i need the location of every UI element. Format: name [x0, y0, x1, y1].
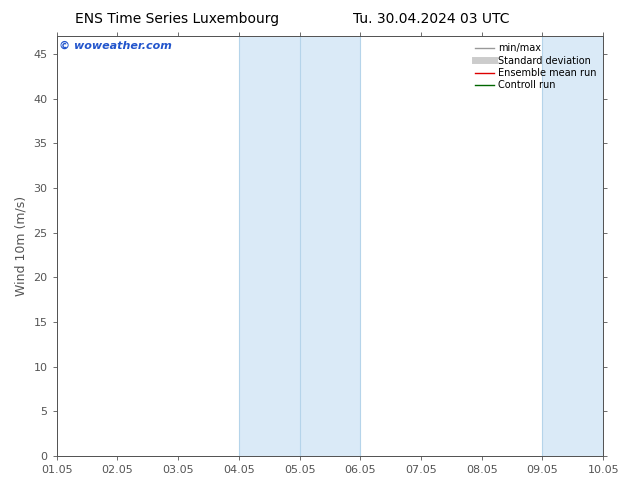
- Bar: [543, 36, 633, 456]
- Bar: [239, 36, 360, 456]
- Text: ENS Time Series Luxembourg: ENS Time Series Luxembourg: [75, 12, 280, 26]
- Legend: min/max, Standard deviation, Ensemble mean run, Controll run: min/max, Standard deviation, Ensemble me…: [470, 39, 600, 94]
- Text: © woweather.com: © woweather.com: [60, 41, 172, 50]
- Text: Tu. 30.04.2024 03 UTC: Tu. 30.04.2024 03 UTC: [353, 12, 509, 26]
- Y-axis label: Wind 10m (m/s): Wind 10m (m/s): [15, 196, 28, 296]
